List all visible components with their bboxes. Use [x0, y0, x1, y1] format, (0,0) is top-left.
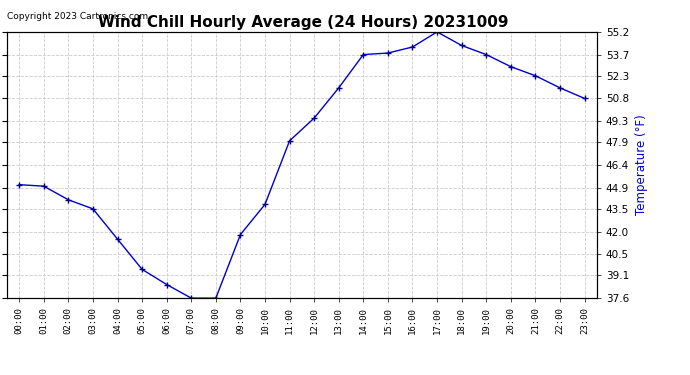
Y-axis label: Temperature (°F): Temperature (°F): [635, 115, 648, 215]
Text: Copyright 2023 Cartronics.com: Copyright 2023 Cartronics.com: [7, 12, 148, 21]
Text: Wind Chill Hourly Average (24 Hours) 20231009: Wind Chill Hourly Average (24 Hours) 202…: [99, 15, 509, 30]
